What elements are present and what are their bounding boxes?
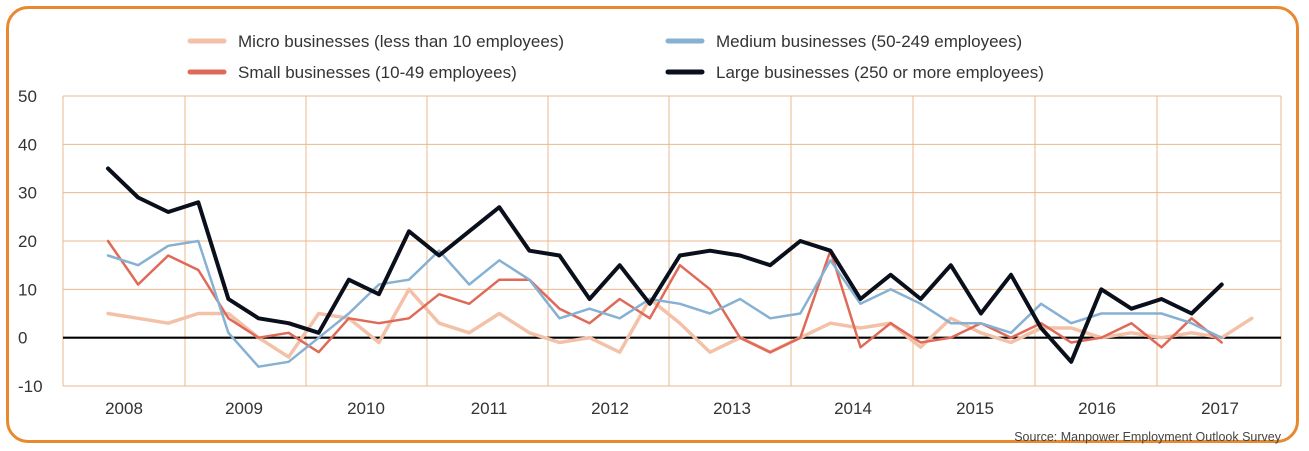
source-note: Source: Manpower Employment Outlook Surv… (1014, 430, 1282, 444)
series-line (106, 239, 1223, 354)
x-tick-label: 2013 (713, 399, 751, 418)
legend: Micro businesses (less than 10 employees… (187, 32, 1044, 82)
grid (62, 95, 1282, 387)
y-axis: 50 40 30 20 10 0 -10 (18, 87, 43, 396)
y-tick-label: -10 (18, 377, 43, 396)
x-tick-label: 2015 (956, 399, 994, 418)
y-tick-label: 20 (18, 232, 37, 251)
x-tick-label: 2012 (591, 399, 629, 418)
y-tick-label: 50 (18, 87, 37, 106)
x-axis: 2008 2009 2010 2011 2012 2013 2014 2015 2016 2017 (105, 399, 1239, 418)
series-line (106, 239, 1223, 368)
x-tick-label: 2008 (105, 399, 143, 418)
x-tick-label: 2016 (1078, 399, 1116, 418)
x-tick-label: 2009 (225, 399, 263, 418)
y-tick-label: 40 (18, 135, 37, 154)
chart-frame (6, 6, 1299, 443)
x-tick-label: 2011 (471, 399, 508, 418)
series-line (106, 287, 1254, 359)
series-line (106, 166, 1224, 364)
legend-label: Medium businesses (50-249 employees) (716, 32, 1022, 51)
x-tick-label: 2010 (347, 399, 385, 418)
legend-label: Micro businesses (less than 10 employees… (238, 32, 564, 51)
x-tick-label: 2014 (834, 399, 872, 418)
x-tick-label: 2017 (1201, 399, 1239, 418)
legend-label: Small businesses (10-49 employees) (238, 63, 517, 82)
legend-label: Large businesses (250 or more employees) (716, 63, 1044, 82)
y-tick-label: 10 (18, 280, 37, 299)
series-lines (106, 166, 1254, 368)
y-tick-label: 0 (18, 329, 27, 348)
y-tick-label: 30 (18, 184, 37, 203)
